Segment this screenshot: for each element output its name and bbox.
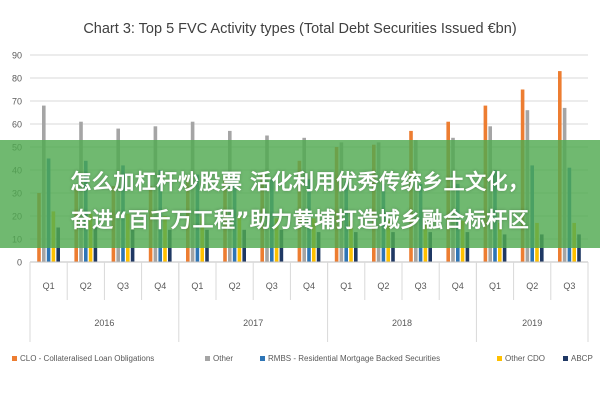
x-tick-label: Q3 <box>266 281 278 291</box>
y-tick-label: 60 <box>12 120 22 130</box>
x-tick-label: Q2 <box>526 281 538 291</box>
legend-label: RMBS - Residential Mortgage Backed Secur… <box>268 354 440 363</box>
x-axis: Q1 Q2 Q3 Q4 Q1 Q2 Q3 Q4 Q1 Q2 Q3 Q4 Q1 Q2 Q3 2016 2017 20… <box>29 261 589 342</box>
legend-swatch <box>12 356 17 361</box>
legend-label: Other <box>213 354 233 363</box>
year-label: 2018 <box>392 318 412 328</box>
x-tick-label: Q4 <box>154 281 166 291</box>
legend: CLO - Collateralised Loan Obligations Oth… <box>12 354 593 363</box>
x-tick-label: Q1 <box>489 281 501 291</box>
overlay-text-line-1: 怎么加杠杆炒股票 活化利用优秀传统乡土文化， <box>70 170 530 194</box>
x-tick-label: Q2 <box>229 281 241 291</box>
x-tick-label: Q1 <box>191 281 203 291</box>
y-tick-label: 80 <box>12 74 22 84</box>
year-label: 2017 <box>243 318 263 328</box>
legend-label: CLO - Collateralised Loan Obligations <box>20 354 154 363</box>
x-tick-label: Q2 <box>80 281 92 291</box>
chart-title: Chart 3: Top 5 FVC Activity types (Total… <box>83 21 516 37</box>
x-tick-label: Q1 <box>43 281 55 291</box>
year-label: 2016 <box>94 318 114 328</box>
y-tick-label: 90 <box>12 51 22 61</box>
overlay-banner: 怎么加杠杆炒股票 活化利用优秀传统乡土文化， 奋进“百千万工程”助力黄埔打造城乡… <box>0 140 600 248</box>
legend-label: Other CDO <box>505 354 545 363</box>
x-tick-label: Q4 <box>303 281 315 291</box>
legend-swatch <box>205 356 210 361</box>
legend-swatch <box>563 356 568 361</box>
bar <box>502 234 507 262</box>
y-tick-label: 70 <box>12 97 22 107</box>
x-tick-label: Q3 <box>415 281 427 291</box>
legend-label: ABCP <box>571 354 593 363</box>
x-tick-label: Q4 <box>452 281 464 291</box>
x-tick-label: Q3 <box>117 281 129 291</box>
x-tick-label: Q2 <box>377 281 389 291</box>
bar <box>577 234 581 262</box>
legend-swatch <box>260 356 265 361</box>
x-tick-label: Q1 <box>340 281 352 291</box>
bar <box>540 234 544 262</box>
year-label: 2019 <box>522 318 542 328</box>
x-tick-label: Q3 <box>563 281 575 291</box>
legend-swatch <box>497 356 502 361</box>
y-tick-label: 0 <box>17 258 22 268</box>
overlay-text-line-2: 奋进“百千万工程”助力黄埔打造城乡融合标杆区 <box>70 208 530 232</box>
